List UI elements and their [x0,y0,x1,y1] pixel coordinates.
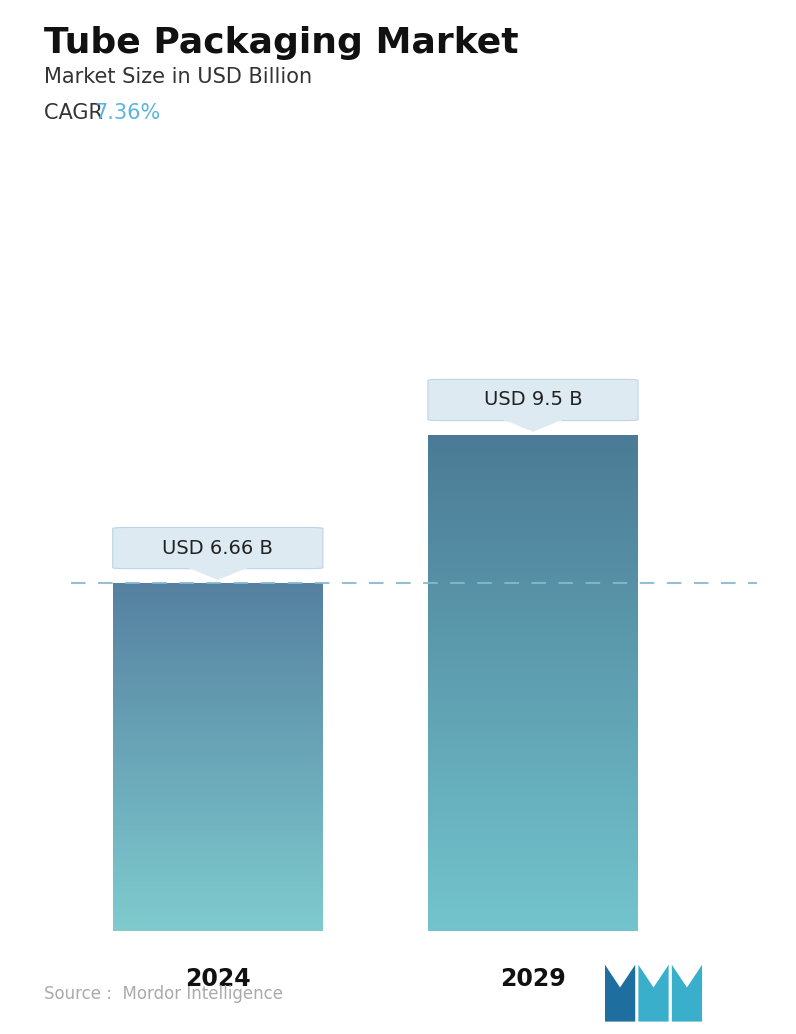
Polygon shape [189,568,246,579]
Text: USD 6.66 B: USD 6.66 B [162,539,273,557]
Polygon shape [672,965,702,1022]
Text: 7.36%: 7.36% [94,103,160,123]
Text: Market Size in USD Billion: Market Size in USD Billion [44,67,312,87]
Polygon shape [505,420,561,431]
Text: USD 9.5 B: USD 9.5 B [484,391,583,409]
Text: 2029: 2029 [500,967,566,992]
Polygon shape [605,965,635,1022]
FancyBboxPatch shape [428,379,638,421]
Text: Source :  Mordor Intelligence: Source : Mordor Intelligence [44,985,283,1003]
Text: CAGR: CAGR [44,103,116,123]
Text: Tube Packaging Market: Tube Packaging Market [44,26,518,60]
Text: 2024: 2024 [185,967,251,992]
Polygon shape [638,965,669,1022]
FancyBboxPatch shape [113,527,323,569]
